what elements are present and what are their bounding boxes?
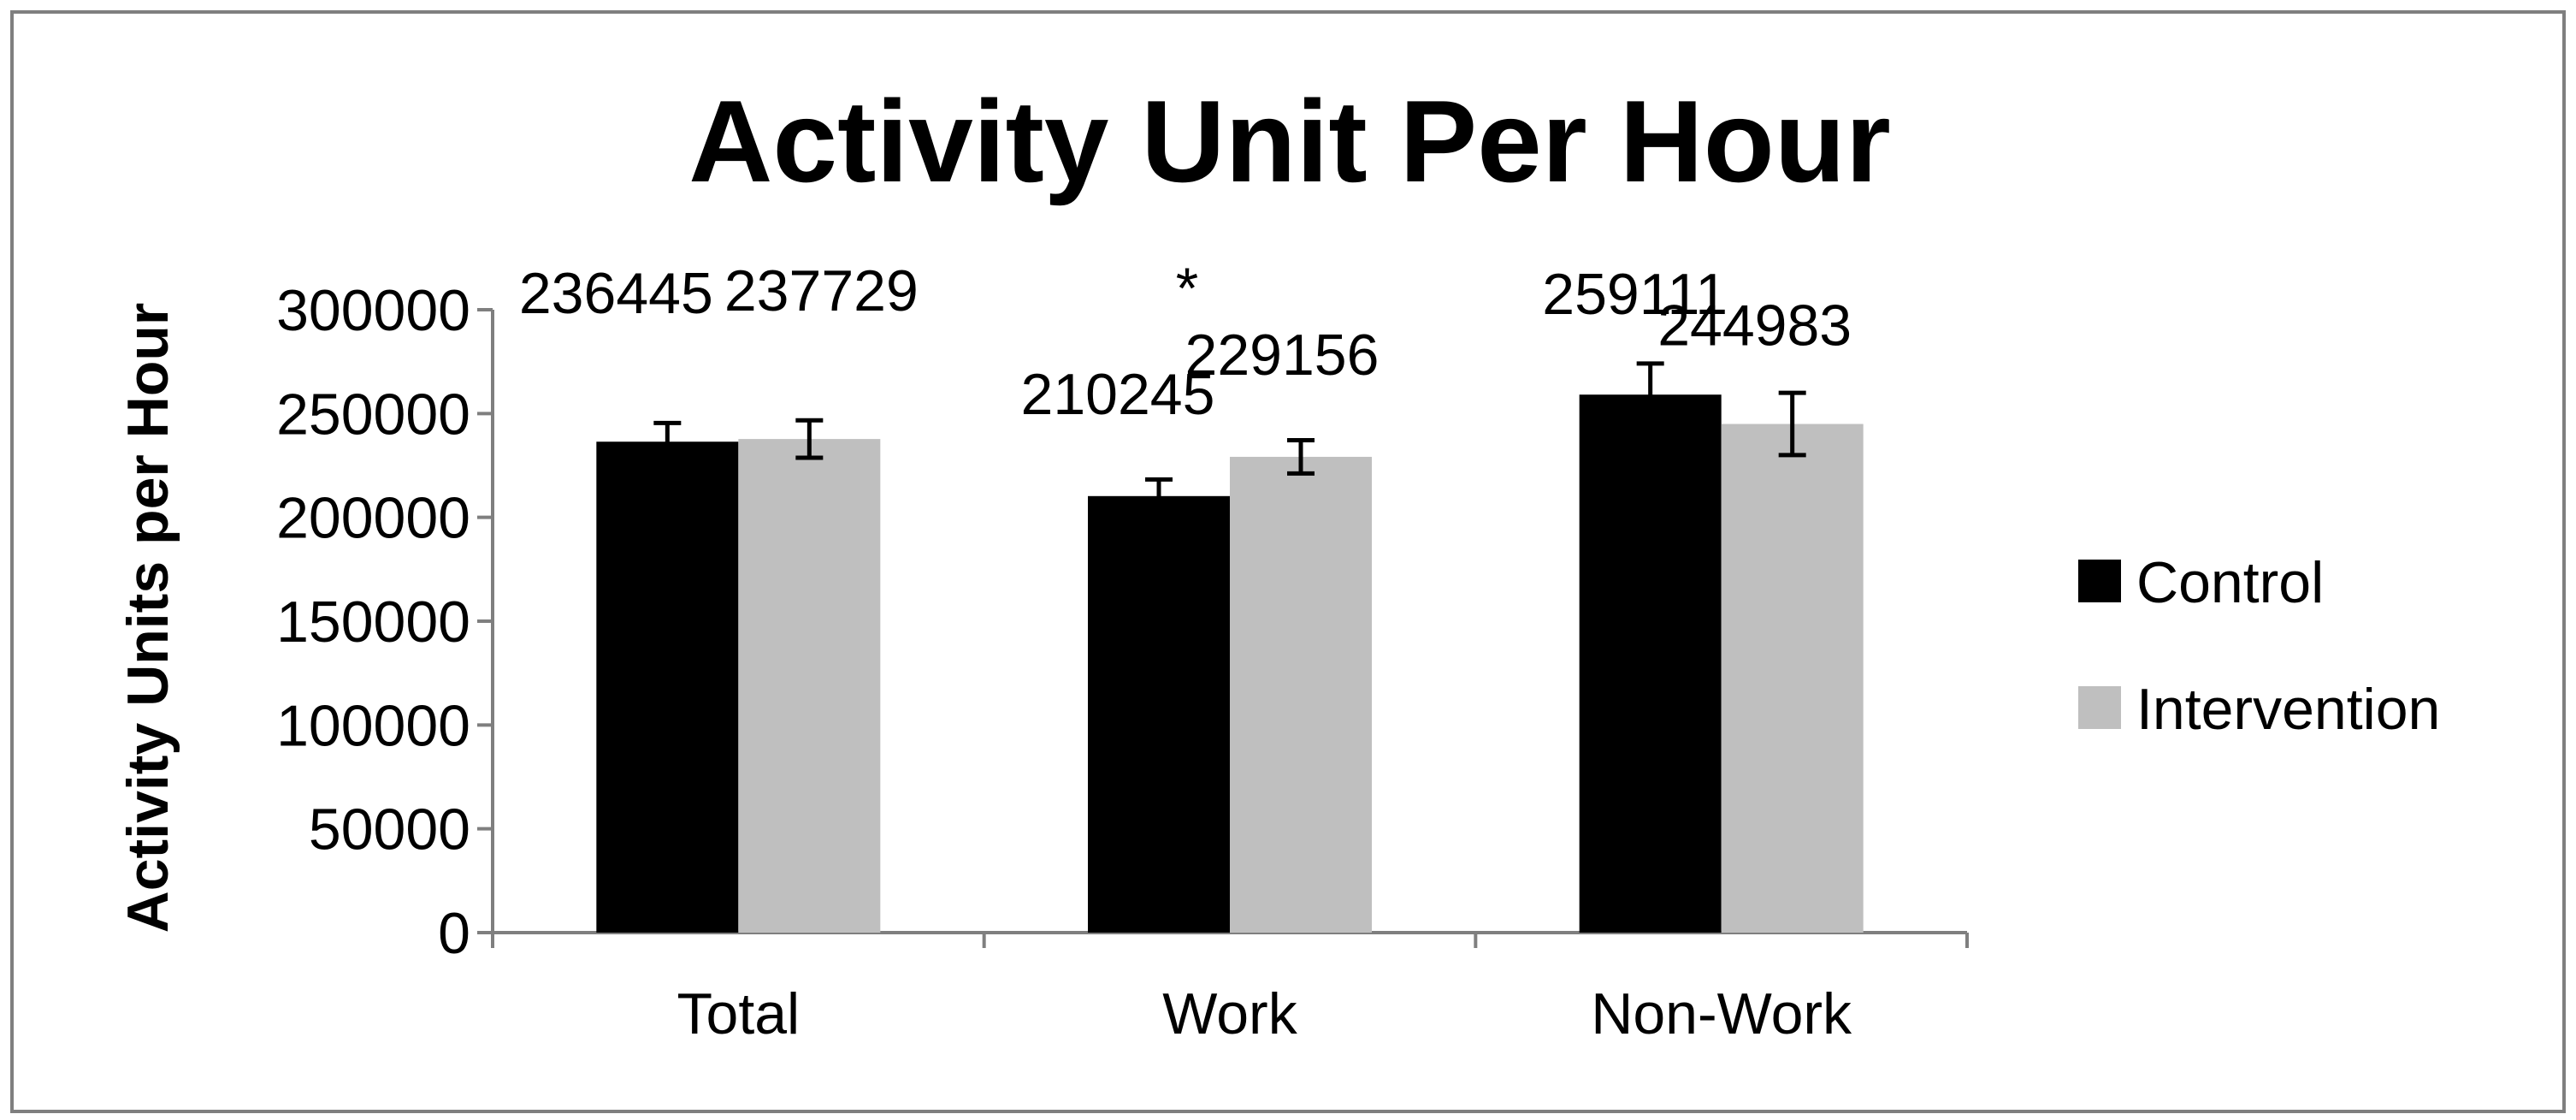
bar-control-total — [596, 441, 739, 933]
data-label: 237729 — [724, 258, 919, 323]
error-bar — [1636, 361, 1664, 429]
data-label: 210245 — [1021, 362, 1215, 427]
error-bar — [653, 420, 682, 463]
y-tick-label: 200000 — [276, 486, 470, 551]
significance-marker: * — [1176, 256, 1198, 321]
x-category-label: Non-Work — [1591, 981, 1852, 1046]
bar-control-non-work — [1579, 394, 1722, 933]
bar-control-work — [1088, 495, 1230, 933]
y-tick-label: 0 — [438, 901, 470, 966]
y-tick-label: 100000 — [276, 693, 470, 758]
y-tick-label: 150000 — [276, 590, 470, 655]
data-label: 244983 — [1657, 293, 1852, 359]
error-bar — [1145, 477, 1173, 515]
plot-area: 0 50000 100000 150000 200000 250000 300000 Tota… — [276, 256, 1969, 1046]
error-bar — [1287, 438, 1315, 476]
data-label: 236445 — [519, 261, 713, 326]
x-category-label: Total — [677, 981, 801, 1046]
error-bar — [1778, 390, 1806, 458]
error-bar — [795, 418, 824, 460]
x-category-label: Work — [1162, 981, 1297, 1046]
y-tick-label: 300000 — [276, 278, 470, 343]
legend-label-control: Control — [2136, 550, 2324, 615]
legend-label-intervention: Intervention — [2136, 677, 2440, 742]
chart-title: Activity Unit Per Hour — [688, 76, 1891, 206]
y-tick-label: 250000 — [276, 382, 470, 447]
bar-intervention-total — [738, 439, 881, 933]
legend-swatch-intervention — [2078, 686, 2121, 729]
data-label: 259111 — [1542, 262, 1728, 327]
legend-swatch-control — [2078, 560, 2121, 602]
y-axis-label: Activity Units per Hour — [115, 303, 180, 933]
data-label: 229156 — [1185, 323, 1380, 388]
y-tick-label: 50000 — [309, 797, 470, 862]
legend: Control Intervention — [2078, 550, 2440, 742]
bar-intervention-work — [1230, 456, 1372, 933]
bar-intervention-non-work — [1721, 424, 1864, 933]
